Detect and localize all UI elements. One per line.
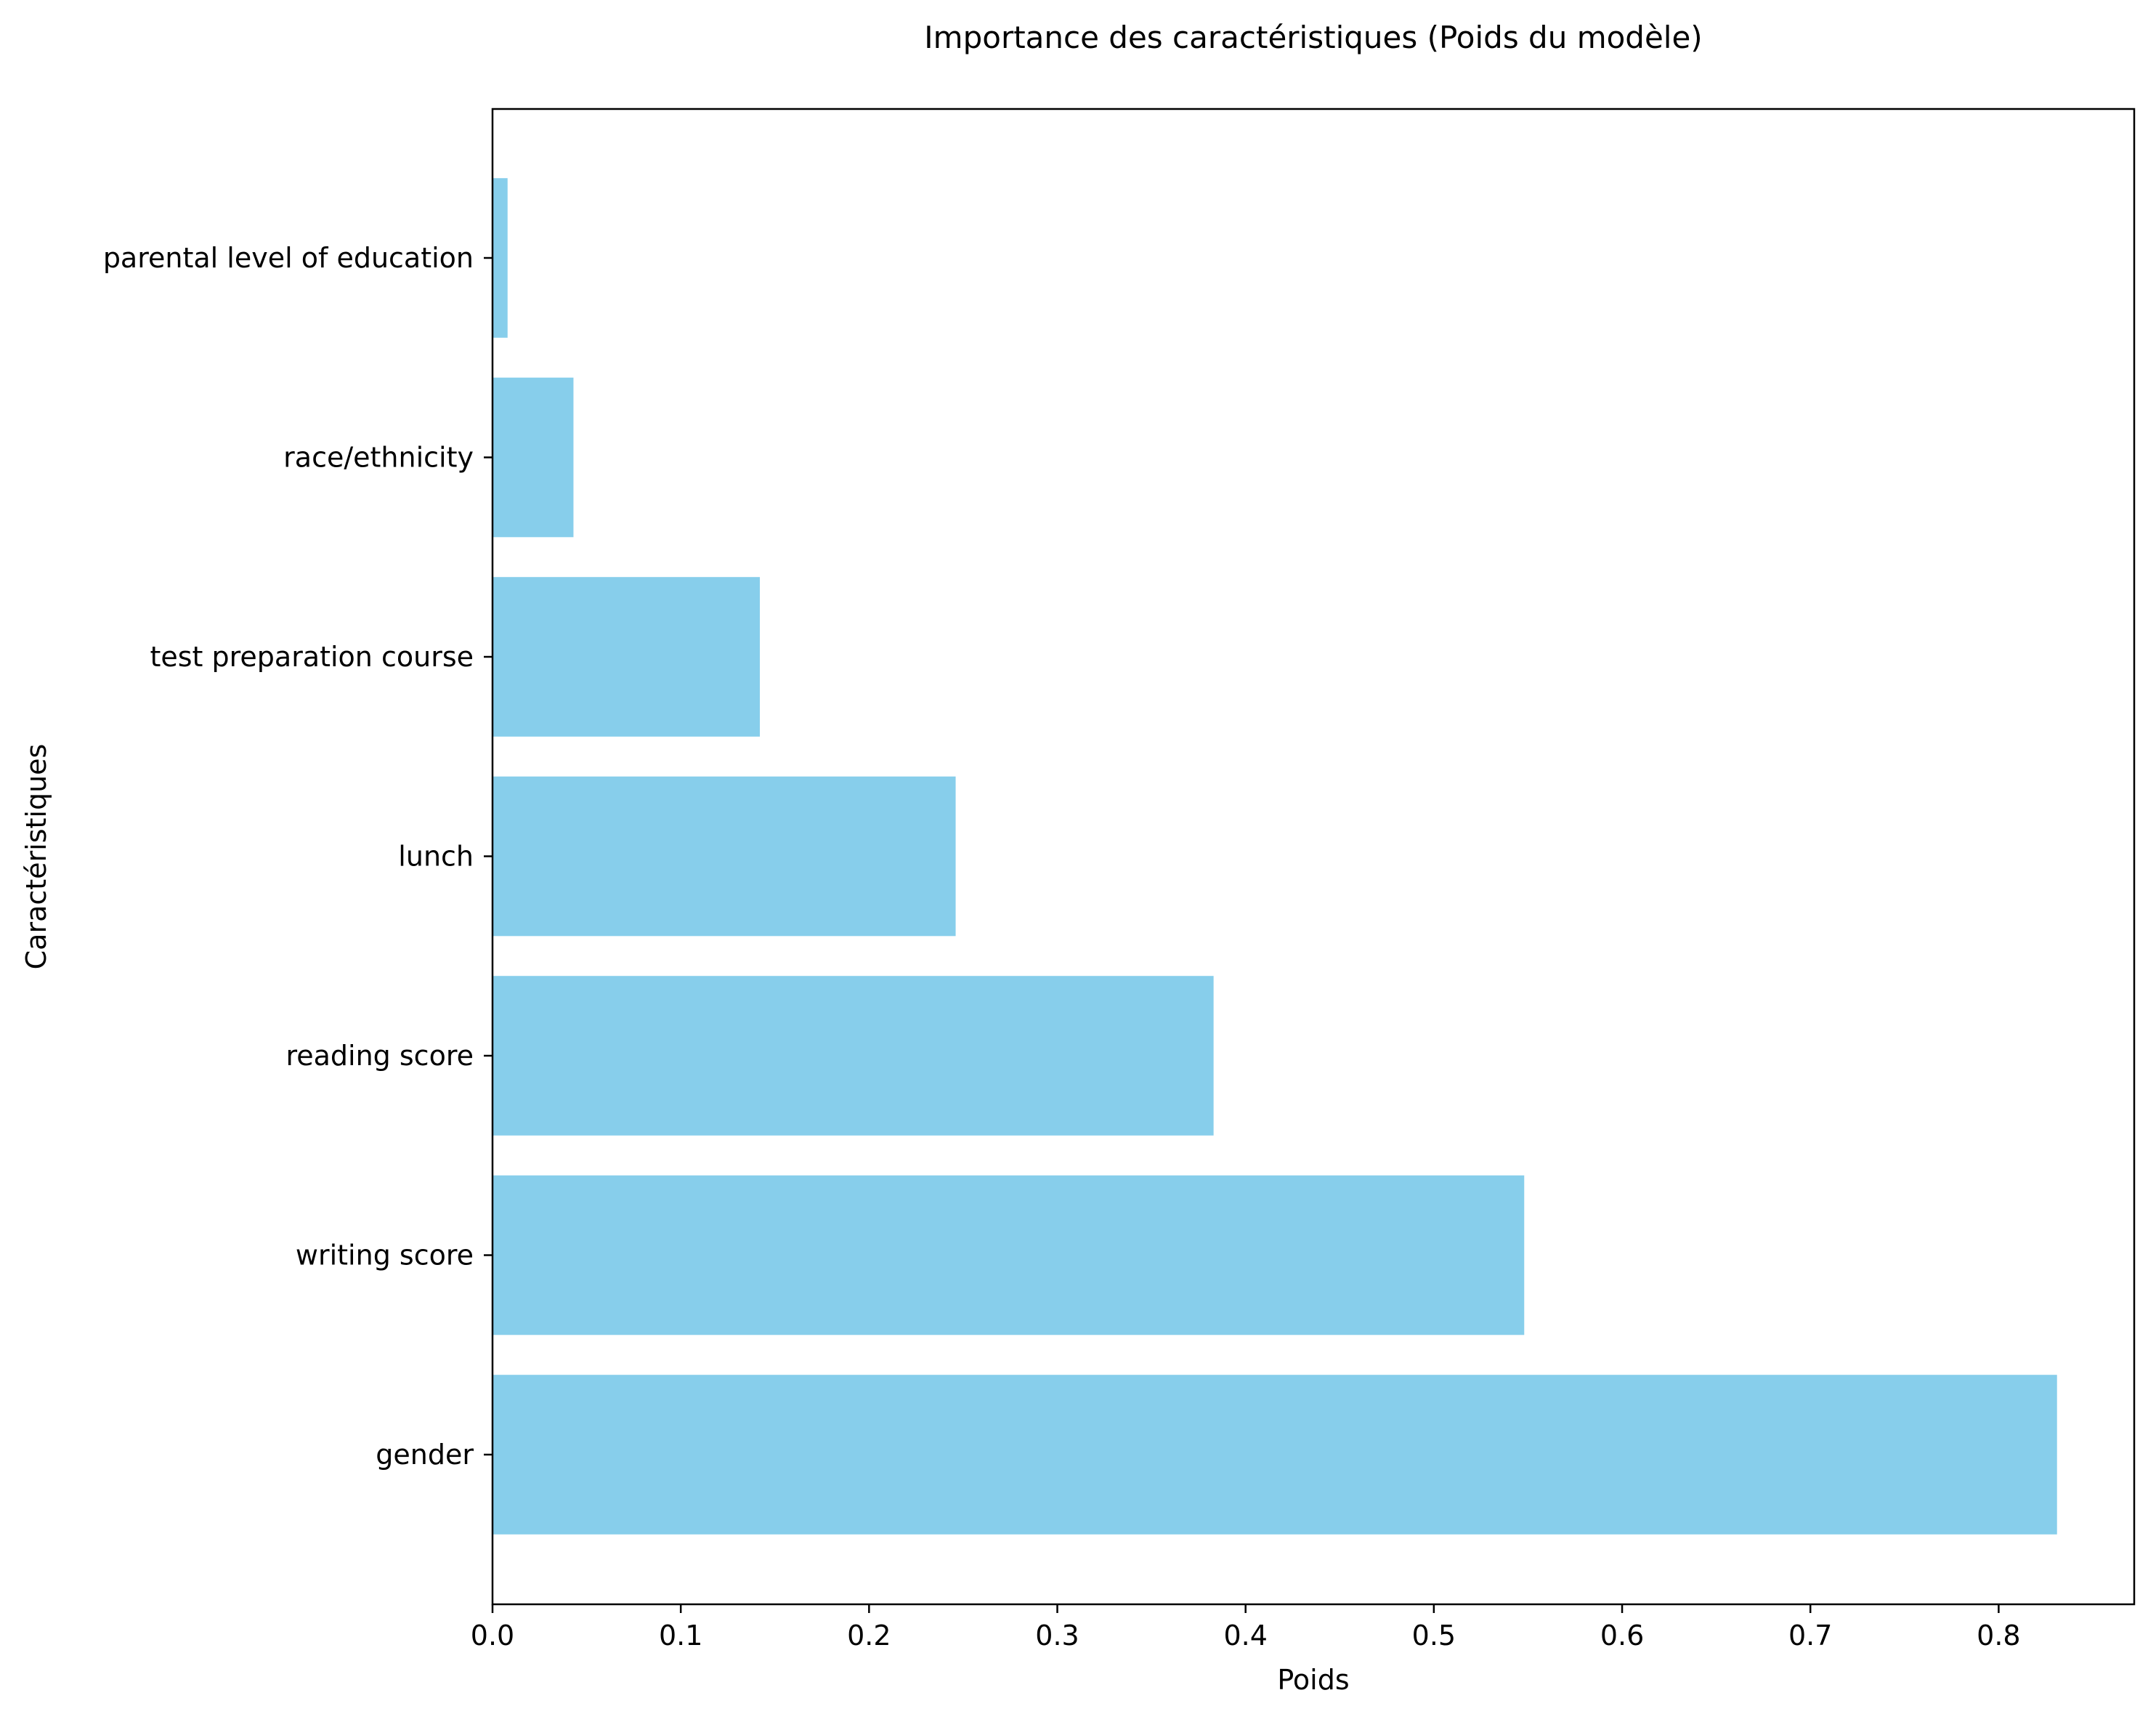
y-tick-label: lunch: [398, 841, 474, 873]
x-axis-label: Poids: [1277, 1664, 1349, 1696]
x-tick-label: 0.5: [1412, 1620, 1456, 1652]
bar-race-ethnicity: [493, 377, 574, 538]
x-tick-label: 0.7: [1788, 1620, 1832, 1652]
y-axis-label: Caractéristiques: [20, 744, 52, 970]
bar-gender: [493, 1375, 2057, 1535]
bar-test-preparation-course: [493, 577, 761, 737]
y-tick-label: race/ethnicity: [283, 442, 474, 474]
bar-parental-level-of-education: [493, 178, 508, 338]
chart-title: Importance des caractéristiques (Poids d…: [924, 20, 1702, 55]
x-tick-label: 0.0: [471, 1620, 514, 1652]
bar-reading-score: [493, 976, 1214, 1136]
x-tick-label: 0.1: [659, 1620, 702, 1652]
x-tick-label: 0.2: [847, 1620, 891, 1652]
y-tick-label: reading score: [285, 1040, 474, 1072]
y-tick-label: parental level of education: [103, 242, 474, 274]
y-tick-label: test preparation course: [150, 641, 474, 673]
bar-lunch: [493, 776, 956, 937]
y-tick-label: writing score: [296, 1240, 474, 1272]
ticks-layer: gender writing score reading score lunch tes…: [103, 242, 2021, 1652]
plot-frame: [491, 108, 2136, 1606]
x-tick-label: 0.4: [1223, 1620, 1267, 1652]
x-tick-label: 0.6: [1600, 1620, 1644, 1652]
y-tick-label: gender: [376, 1439, 474, 1471]
bars-layer: [493, 178, 2057, 1535]
bar-writing-score: [493, 1175, 1525, 1335]
x-tick-label: 0.8: [1977, 1620, 2020, 1652]
x-tick-label: 0.3: [1035, 1620, 1079, 1652]
